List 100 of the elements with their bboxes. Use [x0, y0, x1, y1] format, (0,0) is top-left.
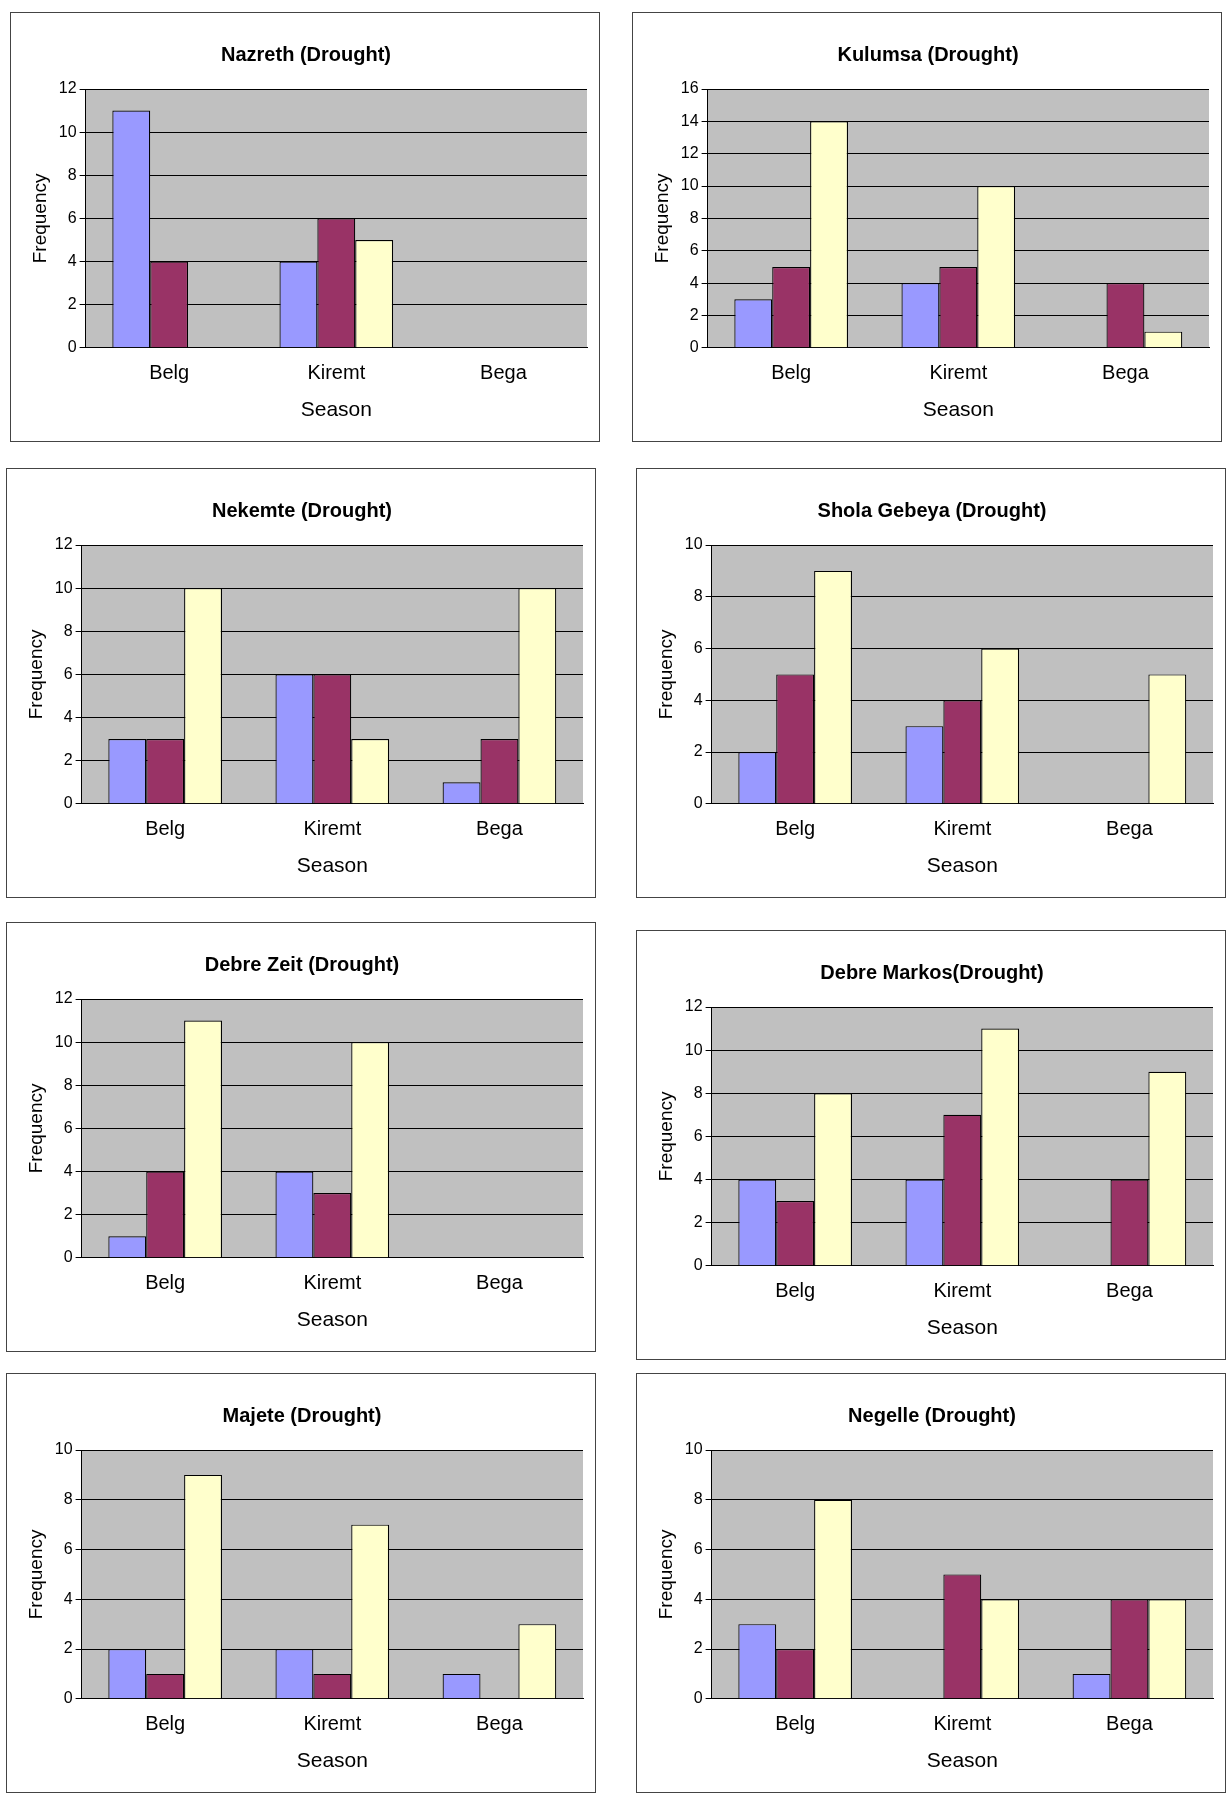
y-tick-label: 10: [684, 1440, 703, 1458]
x-tick-label: Bega: [1106, 817, 1154, 840]
y-tick-label: 16: [680, 79, 699, 97]
x-tick-label: Kiremt: [929, 361, 988, 384]
y-axis-title: Frequency: [650, 173, 672, 264]
y-tick-label: 10: [54, 578, 73, 596]
y-tick-label: 6: [67, 208, 77, 226]
y-tick-label: 8: [67, 165, 77, 183]
x-axis-title: Season: [296, 853, 368, 877]
y-tick-label: 6: [63, 1539, 73, 1557]
y-tick-label: 8: [693, 1083, 703, 1101]
x-axis-title: Season: [926, 1315, 998, 1339]
y-tick-label: 0: [63, 1248, 73, 1266]
y-tick-label: 8: [693, 587, 703, 605]
x-tick-label: Bega: [1102, 361, 1150, 384]
x-tick-label: Belg: [775, 1712, 816, 1735]
y-tick-label: 0: [693, 1256, 703, 1274]
y-tick-label: 2: [693, 1639, 703, 1657]
y-axis-title: Frequency: [654, 629, 676, 720]
y-tick-label: 2: [689, 305, 699, 323]
y-tick-label: 6: [63, 1118, 73, 1136]
y-tick-label: 0: [67, 338, 77, 356]
y-tick-label: 2: [693, 1213, 703, 1231]
y-tick-label: 10: [680, 176, 699, 194]
x-axis-title: Season: [926, 853, 998, 877]
x-tick-label: Kiremt: [933, 1279, 992, 1302]
y-tick-label: 10: [684, 535, 703, 553]
x-tick-label: Bega: [476, 1712, 524, 1735]
chart-title: Debre Zeit (Drought): [204, 952, 400, 975]
y-tick-label: 10: [684, 1040, 703, 1058]
y-tick-label: 2: [693, 742, 703, 760]
y-tick-label: 12: [54, 535, 73, 553]
y-tick-label: 4: [63, 1161, 73, 1179]
x-axis-title: Season: [300, 397, 372, 421]
y-tick-label: 4: [63, 707, 73, 725]
y-tick-label: 6: [693, 638, 703, 656]
y-tick-label: 6: [689, 241, 699, 259]
x-tick-label: Kiremt: [933, 817, 992, 840]
x-tick-label: Belg: [771, 361, 812, 384]
chart-title: Shola Gebeya (Drought): [817, 498, 1047, 521]
x-axis-title: Season: [926, 1748, 998, 1772]
x-tick-label: Belg: [145, 1271, 186, 1294]
y-axis-title: Frequency: [24, 1529, 46, 1620]
y-tick-label: 12: [58, 79, 77, 97]
y-axis-title: Frequency: [24, 1083, 46, 1174]
y-tick-label: 8: [63, 1075, 73, 1093]
x-axis-title: Season: [296, 1748, 368, 1772]
y-tick-label: 4: [693, 1589, 703, 1607]
y-tick-label: 10: [54, 1440, 73, 1458]
y-tick-label: 2: [63, 751, 73, 769]
x-tick-label: Belg: [775, 817, 816, 840]
y-tick-label: 10: [54, 1032, 73, 1050]
y-tick-label: 4: [693, 1169, 703, 1187]
y-axis-title: Frequency: [654, 1091, 676, 1182]
x-tick-label: Bega: [1106, 1712, 1154, 1735]
y-tick-label: 8: [63, 1490, 73, 1508]
y-tick-label: 2: [63, 1205, 73, 1223]
x-tick-label: Bega: [480, 361, 528, 384]
x-tick-label: Belg: [145, 817, 186, 840]
y-tick-label: 0: [63, 794, 73, 812]
y-tick-label: 4: [67, 251, 77, 269]
x-tick-label: Belg: [149, 361, 190, 384]
y-tick-label: 4: [693, 690, 703, 708]
x-tick-label: Kiremt: [933, 1712, 992, 1735]
x-tick-label: Kiremt: [303, 817, 362, 840]
y-tick-label: 8: [689, 208, 699, 226]
y-axis-title: Frequency: [28, 173, 50, 264]
chart-title: Kulumsa (Drought): [837, 42, 1019, 65]
x-tick-label: Belg: [145, 1712, 186, 1735]
x-tick-label: Belg: [775, 1279, 816, 1302]
y-tick-label: 6: [693, 1539, 703, 1557]
y-tick-label: 6: [693, 1126, 703, 1144]
y-tick-label: 12: [680, 144, 699, 162]
chart-title: Nazreth (Drought): [221, 42, 391, 65]
x-tick-label: Kiremt: [303, 1712, 362, 1735]
chart-title: Majete (Drought): [222, 1403, 382, 1426]
x-tick-label: Bega: [476, 1271, 524, 1294]
y-axis-title: Frequency: [24, 629, 46, 720]
y-tick-label: 8: [693, 1490, 703, 1508]
x-tick-label: Bega: [476, 817, 524, 840]
y-tick-label: 8: [63, 621, 73, 639]
y-tick-label: 14: [680, 111, 699, 129]
x-tick-label: Kiremt: [307, 361, 366, 384]
x-tick-label: Bega: [1106, 1279, 1154, 1302]
y-tick-label: 2: [63, 1639, 73, 1657]
x-axis-title: Season: [296, 1307, 368, 1331]
y-tick-label: 6: [63, 664, 73, 682]
x-tick-label: Kiremt: [303, 1271, 362, 1294]
chart-title: Nekemte (Drought): [211, 498, 393, 521]
y-tick-label: 4: [689, 273, 699, 291]
y-tick-label: 0: [63, 1689, 73, 1707]
y-tick-label: 12: [684, 997, 703, 1015]
y-tick-label: 4: [63, 1589, 73, 1607]
y-tick-label: 12: [54, 989, 73, 1007]
x-axis-title: Season: [922, 397, 994, 421]
y-tick-label: 10: [58, 122, 77, 140]
y-tick-label: 0: [693, 1689, 703, 1707]
y-tick-label: 0: [693, 794, 703, 812]
chart-title: Debre Markos(Drought): [820, 960, 1044, 983]
y-tick-label: 2: [67, 295, 77, 313]
